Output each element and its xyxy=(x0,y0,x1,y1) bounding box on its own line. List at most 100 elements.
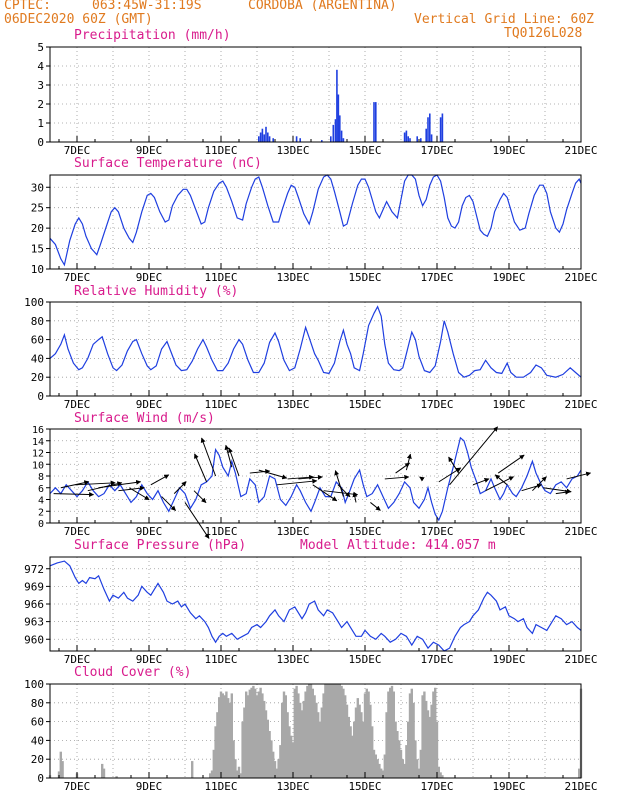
wind-plot-frame xyxy=(49,428,582,524)
precipitation-x-tick-label: 13DEC xyxy=(276,144,309,157)
precipitation-bar xyxy=(420,138,422,142)
cloud-bar xyxy=(342,688,345,778)
precipitation-bar xyxy=(416,136,418,142)
precipitation-bar xyxy=(439,117,442,142)
cloud-bar xyxy=(374,754,377,778)
precipitation-y-tick-label: 5 xyxy=(37,41,44,54)
cloud-bar xyxy=(302,700,305,778)
cloud-bar xyxy=(425,700,428,778)
humidity-x-tick-label: 17DEC xyxy=(420,398,453,411)
cloud-bar xyxy=(353,721,356,778)
cloud-bar xyxy=(360,712,363,778)
cloud-bar xyxy=(306,685,309,778)
cloud-bar xyxy=(322,693,325,778)
cloud-bar xyxy=(578,768,581,778)
humidity-x-tick-label: 9DEC xyxy=(136,398,163,411)
cloud-bar xyxy=(331,684,334,778)
cloud-bar xyxy=(327,684,331,778)
cloud-bar xyxy=(394,721,397,778)
wind-vector-arrow xyxy=(53,492,95,498)
wind-vector-arrow xyxy=(419,476,425,482)
cloud-bar xyxy=(408,693,412,778)
wind-vector-arrow xyxy=(485,476,515,492)
precipitation-bar xyxy=(409,138,411,142)
pressure-x-tick-label: 17DEC xyxy=(420,653,453,666)
cloud-bar xyxy=(338,684,341,778)
cloud-bar xyxy=(423,691,426,778)
wind-x-tick-label: 21DEC xyxy=(564,525,597,538)
cloud-bar xyxy=(254,688,257,778)
pressure-x-tick-label: 13DEC xyxy=(276,653,309,666)
wind-vector-arrow xyxy=(543,487,572,494)
pressure-y-tick-label: 972 xyxy=(24,563,44,576)
pressure-x-tick-label: 7DEC xyxy=(64,653,91,666)
pressure-y-tick-label: 969 xyxy=(24,580,44,593)
precipitation-bar xyxy=(332,124,335,142)
wind-vector-arrow xyxy=(521,483,543,492)
wind-y-tick-label: 8 xyxy=(38,472,44,483)
precipitation-bar xyxy=(441,113,444,142)
cloud-bar xyxy=(311,688,314,778)
header-run-time: 06DEC2020 60Z (GMT) xyxy=(4,12,153,27)
precipitation-bar xyxy=(342,138,345,142)
humidity-x-tick-label: 19DEC xyxy=(492,398,525,411)
cloud-bar xyxy=(345,704,349,778)
cloud-bar xyxy=(225,691,228,778)
wind-series-line xyxy=(49,436,582,522)
precipitation-bar xyxy=(403,132,406,142)
wind-vector-arrow xyxy=(128,487,150,501)
cloud-bar xyxy=(261,693,264,778)
wind-vector-arrow xyxy=(384,474,410,480)
cloud-bar xyxy=(308,684,311,778)
cloud-bar xyxy=(210,770,214,778)
wind-y-tick-label: 6 xyxy=(38,484,44,495)
wind-y-tick-label: 10 xyxy=(32,460,44,471)
cloud-bar xyxy=(313,695,316,778)
wind-x-tick-label: 13DEC xyxy=(276,525,309,538)
cloud-bar xyxy=(340,685,343,778)
humidity-x-tick-label: 13DEC xyxy=(276,398,309,411)
cloud-bar xyxy=(371,726,374,778)
cloud-bar xyxy=(372,749,376,778)
temperature-x-tick-label: 17DEC xyxy=(420,271,453,284)
wind-vector-arrow xyxy=(200,437,217,477)
cloud-bar xyxy=(432,691,435,778)
wind-vector-arrow xyxy=(287,474,315,480)
cloud-plot-frame xyxy=(49,683,582,779)
humidity-y-tick-label: 100 xyxy=(24,296,44,309)
cloud-bar xyxy=(264,710,268,778)
temperature-x-tick-label: 7DEC xyxy=(64,271,91,284)
wind-vector-arrow xyxy=(497,454,525,474)
cloud-bar xyxy=(396,731,399,778)
precipitation-bar xyxy=(265,126,267,142)
wind-vector-arrow xyxy=(532,476,547,492)
cloud-bar xyxy=(309,684,313,778)
precipitation-bar xyxy=(407,136,409,142)
cloud-bar xyxy=(419,749,422,778)
precipitation-bar xyxy=(336,69,338,142)
temperature-y-tick-label: 10 xyxy=(31,263,44,276)
precipitation-bar xyxy=(425,128,427,142)
cloud-bar xyxy=(354,707,358,778)
cloud-bar xyxy=(228,702,232,778)
temperature-x-tick-label: 9DEC xyxy=(136,271,163,284)
cloud-bar xyxy=(351,735,354,778)
cloud-bar xyxy=(367,691,370,778)
cloud-bar xyxy=(324,684,327,778)
cloud-bar xyxy=(430,704,433,778)
cloud-bar xyxy=(209,773,212,778)
precipitation-bar xyxy=(375,102,377,142)
temperature-y-tick-label: 15 xyxy=(31,243,44,256)
wind-vector-arrow xyxy=(405,453,412,471)
cloud-bar xyxy=(399,749,403,778)
precipitation-bar xyxy=(427,117,429,142)
cloud-bar xyxy=(300,710,304,778)
temperature-y-tick-label: 30 xyxy=(31,181,44,194)
precipitation-plot-frame xyxy=(49,46,582,143)
cloud-bar xyxy=(223,695,226,778)
cloud-bar xyxy=(317,712,320,778)
humidity-x-tick-label: 21DEC xyxy=(564,398,597,411)
cloud-bar xyxy=(333,684,336,778)
cloud-bar xyxy=(385,712,388,778)
precipitation-bar xyxy=(267,132,269,142)
